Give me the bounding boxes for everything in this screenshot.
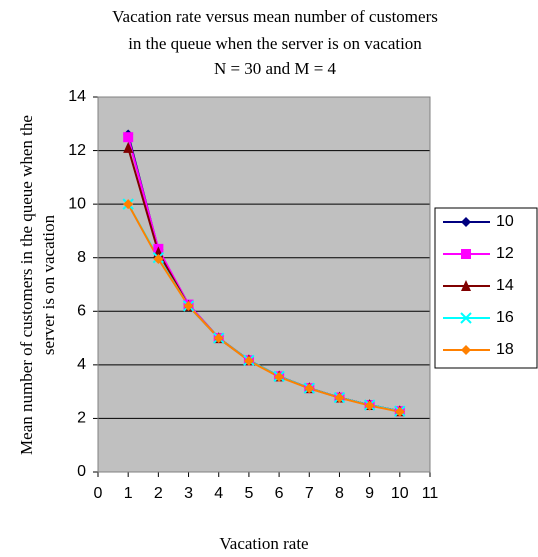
y-tick-label: 14: [68, 88, 86, 105]
chart-title: in the queue when the server is on vacat…: [128, 34, 422, 53]
y-tick-label: 10: [68, 195, 86, 212]
point: [274, 371, 285, 382]
point: [123, 132, 134, 143]
x-axis-label: Vacation rate: [219, 534, 308, 553]
legend-marker: [461, 217, 471, 227]
y-tick-label: 4: [77, 356, 86, 373]
point: [334, 392, 345, 403]
legend-marker: [461, 249, 471, 259]
series-line: [127, 203, 401, 413]
x-tick-label: 4: [214, 485, 223, 502]
x-tick-label: 9: [365, 485, 374, 502]
plot-area: [98, 97, 430, 472]
legend-label: 16: [496, 309, 514, 326]
y-tick-label: 2: [77, 410, 86, 427]
chart-title: Vacation rate versus mean number of cust…: [112, 7, 438, 26]
point: [304, 383, 315, 394]
x-tick-label: 1: [124, 485, 133, 502]
x-tick-label: 7: [305, 485, 314, 502]
x-tick-label: 2: [154, 485, 163, 502]
y-axis-label: server is on vacation: [39, 214, 58, 355]
point: [364, 400, 375, 411]
legend-marker: [461, 345, 471, 355]
y-tick-label: 8: [77, 249, 86, 266]
y-axis-label: Mean number of customers in the queue wh…: [17, 115, 36, 455]
point: [213, 333, 224, 344]
legend-label: 12: [496, 245, 514, 262]
x-tick-label: 10: [391, 485, 409, 502]
point: [394, 406, 405, 417]
point: [243, 355, 254, 366]
y-tick-label: 6: [77, 303, 86, 320]
y-tick-label: 0: [77, 463, 86, 480]
legend-marker: [461, 280, 471, 291]
legend-marker: [460, 312, 472, 324]
y-tick-label: 12: [68, 142, 86, 159]
x-tick-label: 0: [94, 485, 103, 502]
point: [183, 300, 194, 311]
point: [153, 254, 164, 265]
x-tick-label: 11: [422, 485, 439, 502]
legend-label: 18: [496, 341, 514, 358]
x-tick-label: 3: [184, 485, 193, 502]
chart-title: N = 30 and M = 4: [214, 59, 337, 78]
legend-label: 10: [496, 213, 514, 230]
x-tick-label: 8: [335, 485, 344, 502]
point: [123, 199, 134, 210]
plot-border: [97, 96, 431, 473]
x-tick-label: 5: [244, 485, 253, 502]
legend: [434, 207, 538, 369]
point: [123, 141, 134, 153]
x-tick-label: 6: [275, 485, 284, 502]
legend-label: 14: [496, 277, 514, 294]
